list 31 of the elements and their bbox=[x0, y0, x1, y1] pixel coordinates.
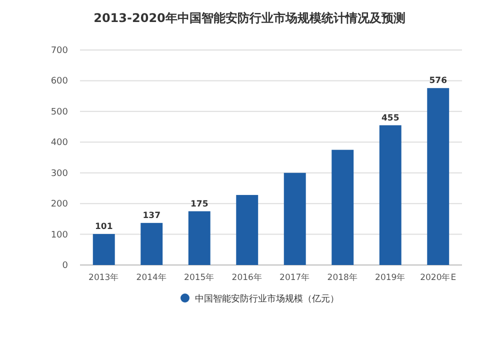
y-tick-label: 600 bbox=[50, 76, 68, 87]
y-tick-label: 400 bbox=[50, 138, 68, 148]
data-label: 576 bbox=[429, 76, 448, 86]
x-tick-label: 2015年 bbox=[184, 272, 215, 283]
bar bbox=[379, 125, 402, 265]
data-label: 137 bbox=[142, 210, 161, 221]
y-tick-label: 500 bbox=[50, 107, 68, 118]
data-label: 455 bbox=[382, 113, 400, 124]
bar bbox=[236, 194, 258, 265]
y-tick-label: 0 bbox=[62, 261, 68, 271]
y-tick-label: 300 bbox=[50, 168, 68, 179]
x-tick-label: 2020年E bbox=[420, 272, 456, 283]
x-tick-label: 2019年 bbox=[375, 272, 406, 283]
legend-label: 中国智能安防行业市场规模（亿元） bbox=[195, 294, 339, 304]
data-label: 175 bbox=[190, 199, 208, 210]
y-tick-label: 100 bbox=[50, 230, 68, 240]
chart-title: 2013-2020年中国智能安防行业市场规模统计情况及预测 bbox=[94, 11, 406, 25]
x-tick-label: 2016年 bbox=[232, 272, 262, 283]
data-label: 101 bbox=[95, 222, 113, 232]
y-tick-label: 200 bbox=[50, 200, 68, 210]
bar bbox=[92, 234, 115, 265]
bar bbox=[332, 150, 354, 265]
x-tick-label: 2013年 bbox=[88, 272, 120, 283]
x-tick-label: 2017年 bbox=[280, 272, 310, 283]
bar bbox=[284, 172, 306, 265]
x-tick-label: 2014年 bbox=[136, 272, 167, 283]
bar bbox=[188, 211, 210, 265]
bar bbox=[427, 88, 450, 265]
y-tick-label: 700 bbox=[50, 46, 68, 56]
x-tick-label: 2018年 bbox=[327, 272, 358, 283]
bar bbox=[140, 222, 163, 265]
